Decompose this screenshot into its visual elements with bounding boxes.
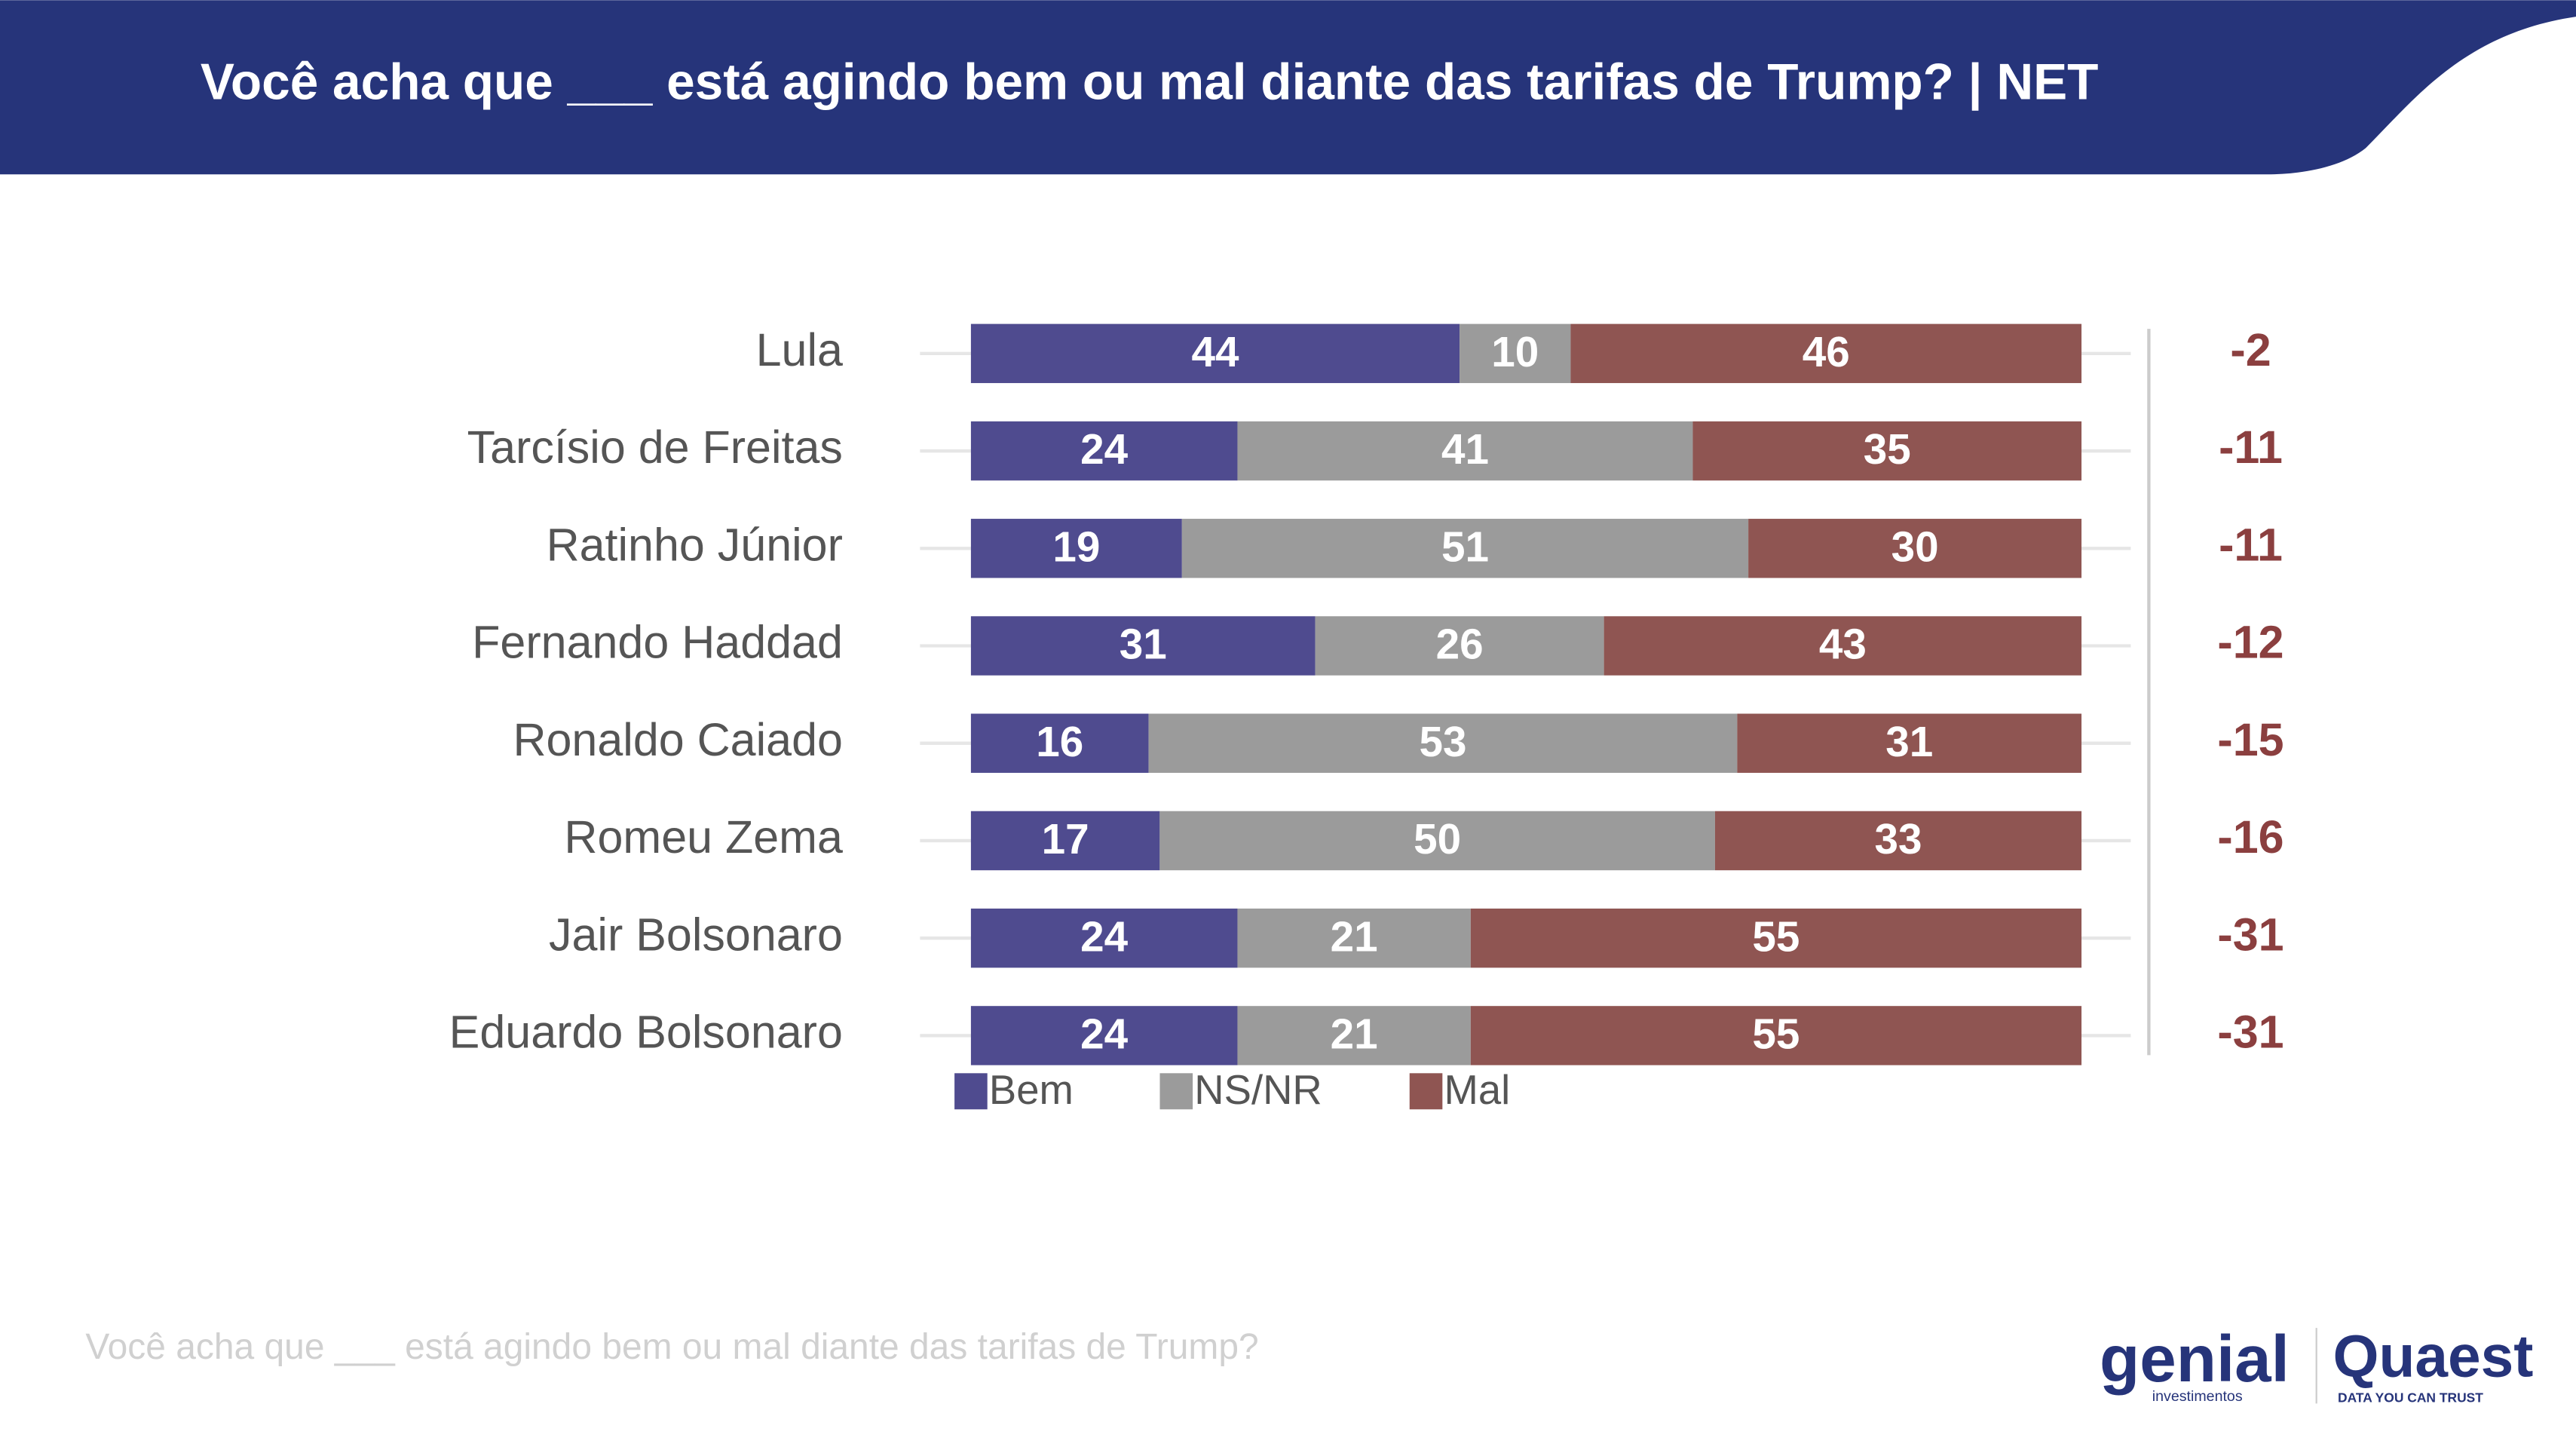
net-label: -16 xyxy=(2217,811,2283,863)
category-label: Jair Bolsonaro xyxy=(549,909,843,960)
legend-swatch xyxy=(1409,1073,1443,1110)
value-label: 55 xyxy=(1752,913,1800,961)
bar-segment xyxy=(1315,616,1604,676)
header-band xyxy=(0,0,2576,175)
bar-segment xyxy=(1737,713,2082,773)
bar-segment xyxy=(970,323,1460,384)
bar-segment xyxy=(970,908,1238,968)
value-label: 33 xyxy=(1874,816,1922,863)
value-label: 43 xyxy=(1819,621,1867,669)
value-label: 19 xyxy=(1052,523,1100,571)
net-label: -31 xyxy=(2217,909,2283,960)
footnote: Você acha que ___ está agindo bem ou mal… xyxy=(85,1327,1258,1367)
bar-segment xyxy=(1570,323,2082,384)
category-label: Romeu Zema xyxy=(564,811,843,863)
value-label: 30 xyxy=(1891,523,1939,571)
logo-genial-sub: investimentos xyxy=(2152,1388,2243,1405)
category-label: Lula xyxy=(756,324,843,376)
value-label: 26 xyxy=(1436,621,1484,669)
bar-segment xyxy=(1692,421,2082,481)
bar-segment xyxy=(970,519,1182,578)
bar-segment xyxy=(1159,811,1715,871)
chart-title: Você acha que ___ está agindo bem ou mal… xyxy=(201,54,2099,111)
value-label: 16 xyxy=(1036,719,1083,766)
value-label: 35 xyxy=(1864,426,1911,474)
category-label: Ronaldo Caiado xyxy=(513,714,842,765)
legend-swatch xyxy=(954,1073,988,1110)
bar-segment xyxy=(1470,908,2082,968)
value-label: 55 xyxy=(1752,1011,1800,1059)
legend-label: Mal xyxy=(1444,1067,1511,1113)
value-label: 46 xyxy=(1803,329,1850,376)
value-label: 17 xyxy=(1042,816,1089,863)
category-label: Fernando Haddad xyxy=(472,617,843,668)
logo-quaest: Quaest xyxy=(2332,1323,2533,1389)
bar-segment xyxy=(1603,616,2082,676)
legend-label: Bem xyxy=(989,1067,1074,1113)
bar-segment xyxy=(1181,519,1749,578)
bar-segment xyxy=(1470,1006,2082,1065)
bar-segment xyxy=(1237,421,1693,481)
bar-segment xyxy=(970,713,1149,773)
value-label: 44 xyxy=(1191,329,1239,376)
bar-segment xyxy=(970,421,1238,481)
bar-segment xyxy=(970,811,1160,871)
value-label: 50 xyxy=(1414,816,1461,863)
bar-segment xyxy=(1237,908,1471,968)
logo-quaest-sub: DATA YOU CAN TRUST xyxy=(2338,1390,2483,1405)
value-label: 51 xyxy=(1441,523,1489,571)
net-label: -2 xyxy=(2230,324,2271,376)
bar-segment xyxy=(970,616,1316,676)
net-label: -11 xyxy=(2219,421,2283,473)
bar-segment xyxy=(1237,1006,1471,1065)
bar-segment xyxy=(1748,519,2082,578)
category-label: Ratinho Júnior xyxy=(547,519,843,570)
value-label: 24 xyxy=(1080,1011,1129,1059)
net-label: -31 xyxy=(2217,1007,2283,1058)
net-label: -15 xyxy=(2217,714,2283,765)
value-label: 31 xyxy=(1120,621,1167,669)
value-label: 53 xyxy=(1419,719,1466,766)
value-label: 24 xyxy=(1080,913,1129,961)
bar-segment xyxy=(970,1006,1238,1065)
value-label: 41 xyxy=(1441,426,1489,474)
value-label: 24 xyxy=(1080,426,1129,474)
logo-genial: genial xyxy=(2100,1323,2290,1396)
value-label: 21 xyxy=(1331,913,1378,961)
category-label: Tarcísio de Freitas xyxy=(467,421,843,473)
value-label: 10 xyxy=(1491,329,1539,376)
legend-label: NS/NR xyxy=(1194,1067,1322,1113)
bar-segment xyxy=(1148,713,1738,773)
value-label: 31 xyxy=(1885,719,1933,766)
bar-segment xyxy=(1460,323,1571,384)
net-label: -12 xyxy=(2217,617,2283,668)
net-label: -11 xyxy=(2219,519,2283,570)
bar-segment xyxy=(1714,811,2082,871)
legend-swatch xyxy=(1159,1073,1193,1110)
category-label: Eduardo Bolsonaro xyxy=(449,1007,843,1058)
value-label: 21 xyxy=(1331,1011,1378,1059)
